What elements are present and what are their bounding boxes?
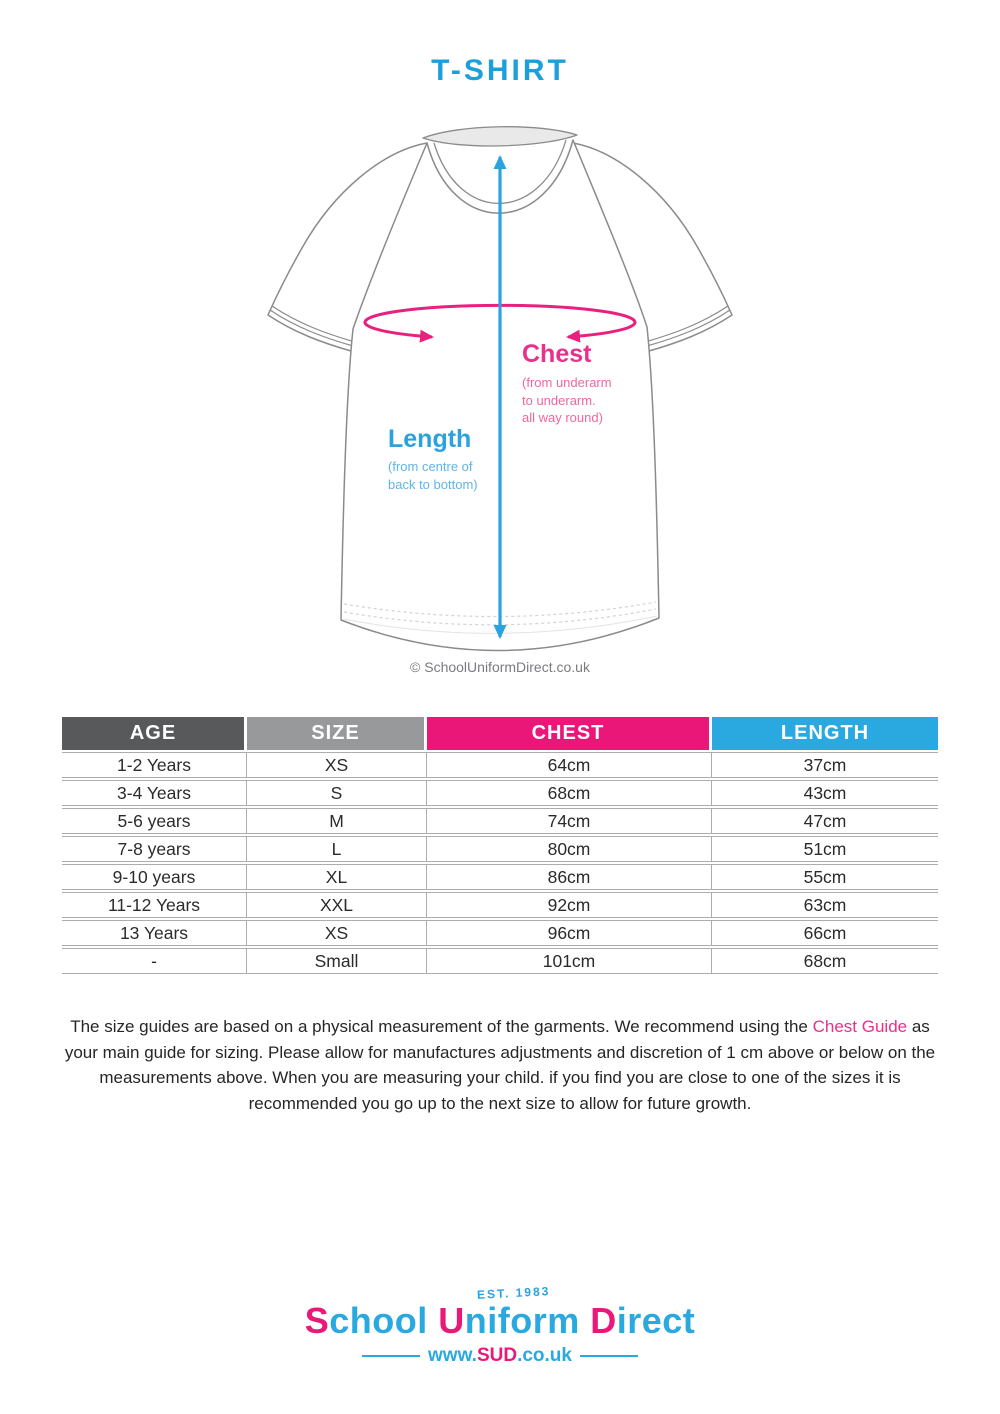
cell-chest: 80cm <box>427 837 712 861</box>
cell-chest: 64cm <box>427 753 712 777</box>
table-row: 11-12 Years XXL 92cm 63cm <box>62 892 938 918</box>
cell-size: XXL <box>247 893 427 917</box>
logo-url: www.SUD.co.uk <box>428 1345 572 1367</box>
length-caption: (from centre of back to bottom) <box>388 458 478 493</box>
cell-chest: 74cm <box>427 809 712 833</box>
logo-url-line: www.SUD.co.uk <box>0 1345 1000 1367</box>
logo-url-segment: .co.uk <box>517 1344 572 1366</box>
page-title: T-SHIRT <box>431 54 569 87</box>
table-row: - Small 101cm 68cm <box>62 948 938 974</box>
cell-size: S <box>247 781 427 805</box>
table-row: 5-6 years M 74cm 47cm <box>62 808 938 834</box>
logo-name-segment: S <box>304 1300 330 1341</box>
header-length: LENGTH <box>712 717 938 750</box>
logo-name-segment: irect <box>616 1300 696 1341</box>
cell-age: 11-12 Years <box>62 893 247 917</box>
cell-length: 37cm <box>803 754 847 775</box>
header-size: SIZE <box>247 717 424 750</box>
sizing-note: The size guides are based on a physical … <box>55 1014 945 1116</box>
tshirt-sleeves <box>267 142 733 352</box>
logo-name-segment: chool <box>329 1300 439 1341</box>
logo-url-segment: www. <box>428 1344 477 1366</box>
cell-chest: 86cm <box>427 865 712 889</box>
logo-name-segment: U <box>438 1300 465 1341</box>
table-row: 1-2 Years XS 64cm 37cm <box>62 752 938 778</box>
size-table: AGE SIZE CHEST LENGTH 1-2 Years XS 64cm … <box>62 717 938 974</box>
logo-url-segment: SUD <box>476 1344 518 1366</box>
length-label: Length <box>388 425 472 453</box>
cell-length: 51cm <box>803 838 847 859</box>
cell-length: 43cm <box>803 782 847 803</box>
logo-est-line: EST. 1983 <box>0 1284 1000 1302</box>
logo-name-segment: niform <box>464 1300 591 1341</box>
cell-age: 13 Years <box>62 921 247 945</box>
table-row: 3-4 Years S 68cm 43cm <box>62 780 938 806</box>
copyright-text: © SchoolUniformDirect.co.uk <box>410 659 590 675</box>
chest-caption-line: all way round) <box>522 410 603 425</box>
cell-length: 55cm <box>803 866 847 887</box>
header-chest: CHEST <box>427 717 709 750</box>
cell-age: 3-4 Years <box>62 781 247 805</box>
cell-length: 68cm <box>803 950 847 971</box>
cell-length: 47cm <box>803 810 847 831</box>
length-caption-line: back to bottom) <box>388 476 478 492</box>
chest-caption: (from underarm to underarm. all way roun… <box>522 374 612 427</box>
tshirt-collar <box>422 126 578 205</box>
cell-size: XL <box>247 865 427 889</box>
table-row: 9-10 years XL 86cm 55cm <box>62 864 938 890</box>
chest-guide-highlight: Chest Guide <box>812 1017 908 1036</box>
table-header-row: AGE SIZE CHEST LENGTH <box>62 717 938 750</box>
length-caption-line: (from centre of <box>388 459 473 474</box>
chest-label: Chest <box>522 340 592 368</box>
cell-length: 66cm <box>803 922 847 943</box>
cell-age: - <box>62 949 247 973</box>
cell-age: 7-8 years <box>62 837 247 861</box>
cell-age: 9-10 years <box>62 865 247 889</box>
header-age: AGE <box>62 717 244 750</box>
cell-chest: 92cm <box>427 893 712 917</box>
logo-name: School Uniform Direct <box>0 1302 1000 1340</box>
cell-length: 63cm <box>803 894 847 915</box>
cell-age: 1-2 Years <box>62 753 247 777</box>
brand-logo: EST. 1983 School Uniform Direct www.SUD.… <box>0 1284 1000 1367</box>
cell-size: M <box>247 809 427 833</box>
cell-chest: 96cm <box>427 921 712 945</box>
logo-name-segment: D <box>590 1300 617 1341</box>
cell-chest: 68cm <box>427 781 712 805</box>
cell-size: Small <box>247 949 427 973</box>
cell-size: XS <box>247 921 427 945</box>
table-row: 7-8 years L 80cm 51cm <box>62 836 938 862</box>
tshirt-diagram <box>267 126 733 652</box>
chest-caption-line: (from underarm <box>522 375 612 390</box>
chest-caption-line: to underarm. <box>522 392 596 408</box>
table-row: 13 Years XS 96cm 66cm <box>62 920 938 946</box>
logo-dash-left <box>362 1354 421 1358</box>
note-text: The size guides are based on a physical … <box>70 1017 813 1036</box>
cell-chest: 101cm <box>427 949 712 973</box>
logo-dash-right <box>579 1354 638 1358</box>
cell-age: 5-6 years <box>62 809 247 833</box>
note-text: as your main guide for sizing. Please al… <box>64 1017 936 1113</box>
cell-size: L <box>247 837 427 861</box>
cell-size: XS <box>247 753 427 777</box>
